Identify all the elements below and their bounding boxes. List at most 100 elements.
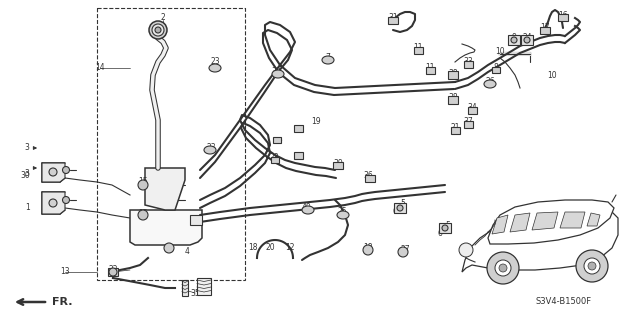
Circle shape — [397, 205, 403, 211]
Bar — [448, 96, 458, 104]
Bar — [271, 157, 279, 163]
Ellipse shape — [337, 211, 349, 219]
Text: 23: 23 — [206, 144, 216, 152]
Circle shape — [109, 268, 117, 276]
Text: 34: 34 — [467, 103, 477, 113]
Circle shape — [63, 197, 70, 204]
Text: 6: 6 — [438, 228, 442, 238]
Text: 17: 17 — [540, 24, 550, 33]
Bar — [508, 35, 520, 45]
Text: 38: 38 — [448, 69, 458, 78]
Bar — [333, 162, 343, 169]
Bar — [492, 67, 500, 73]
Circle shape — [152, 24, 164, 36]
Circle shape — [49, 168, 57, 176]
Ellipse shape — [204, 146, 216, 154]
Polygon shape — [587, 213, 600, 226]
Text: 10: 10 — [495, 48, 505, 56]
Circle shape — [576, 250, 608, 282]
Text: 32: 32 — [271, 68, 281, 77]
Text: 3: 3 — [24, 168, 29, 177]
Polygon shape — [462, 210, 618, 272]
Text: 27: 27 — [400, 246, 410, 255]
Text: 37: 37 — [463, 117, 473, 127]
Ellipse shape — [484, 80, 496, 88]
Text: 1: 1 — [26, 204, 30, 212]
Text: 33: 33 — [463, 57, 473, 66]
Text: 26: 26 — [485, 78, 495, 86]
Circle shape — [459, 243, 473, 257]
Bar — [190, 215, 202, 225]
Polygon shape — [130, 210, 202, 245]
Circle shape — [487, 252, 519, 284]
Text: 18: 18 — [364, 243, 372, 253]
Bar — [97, 8, 245, 280]
Bar — [521, 35, 533, 45]
Bar — [448, 71, 458, 79]
Circle shape — [63, 167, 70, 174]
Bar — [388, 17, 398, 24]
Bar — [464, 121, 473, 128]
Polygon shape — [42, 192, 65, 214]
Text: 11: 11 — [413, 43, 423, 53]
Text: 24: 24 — [522, 33, 532, 42]
Text: 6: 6 — [392, 207, 397, 217]
Text: 2: 2 — [161, 13, 165, 23]
Text: 29: 29 — [273, 137, 283, 146]
Circle shape — [155, 27, 161, 33]
Circle shape — [138, 180, 148, 190]
Bar — [294, 152, 303, 159]
Text: 5: 5 — [401, 199, 405, 209]
Polygon shape — [510, 213, 530, 232]
Text: 5: 5 — [445, 220, 451, 229]
Bar — [273, 137, 281, 143]
Text: 11: 11 — [425, 63, 435, 72]
Text: 35: 35 — [190, 288, 200, 298]
Text: 20: 20 — [265, 243, 275, 253]
Bar — [468, 107, 477, 114]
Bar — [439, 223, 451, 233]
Bar — [426, 67, 435, 74]
Polygon shape — [145, 168, 185, 210]
Circle shape — [398, 247, 408, 257]
Text: 21: 21 — [451, 123, 460, 132]
Ellipse shape — [209, 64, 221, 72]
Text: 40: 40 — [302, 204, 312, 212]
Text: 3: 3 — [24, 144, 29, 152]
Circle shape — [164, 243, 174, 253]
Text: 4: 4 — [184, 248, 189, 256]
Bar — [197, 278, 211, 295]
Bar — [365, 175, 375, 182]
Text: 13: 13 — [60, 268, 70, 277]
Circle shape — [499, 264, 507, 272]
Text: 16: 16 — [558, 11, 568, 19]
Text: 39: 39 — [333, 159, 343, 167]
Text: 8: 8 — [493, 63, 499, 72]
Bar — [108, 268, 118, 276]
Text: 14: 14 — [95, 63, 105, 72]
Circle shape — [524, 37, 530, 43]
Ellipse shape — [302, 206, 314, 214]
Text: 31: 31 — [388, 13, 398, 23]
Ellipse shape — [322, 56, 334, 64]
Circle shape — [495, 260, 511, 276]
Text: 23: 23 — [210, 57, 220, 66]
Text: 12: 12 — [285, 243, 295, 253]
Text: 15: 15 — [138, 209, 148, 218]
Polygon shape — [492, 215, 508, 234]
Circle shape — [511, 37, 517, 43]
Polygon shape — [532, 212, 558, 230]
Polygon shape — [182, 280, 188, 296]
Text: 19: 19 — [293, 125, 303, 135]
Bar — [558, 14, 568, 21]
Text: 22: 22 — [108, 265, 118, 275]
Text: FR.: FR. — [52, 297, 72, 307]
Text: 28: 28 — [269, 153, 279, 162]
Bar — [394, 203, 406, 213]
Circle shape — [442, 225, 448, 231]
Bar — [464, 61, 473, 68]
Circle shape — [49, 199, 57, 207]
Text: 7: 7 — [326, 54, 330, 63]
Text: 30: 30 — [20, 170, 30, 180]
Text: 36: 36 — [363, 170, 373, 180]
